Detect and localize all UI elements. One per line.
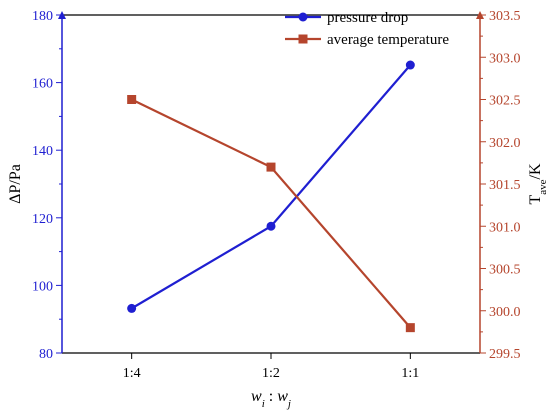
data-point-average-temperature bbox=[266, 162, 276, 172]
y-right-tick-label: 301.0 bbox=[489, 220, 521, 235]
y-right-tick-label: 303.5 bbox=[489, 9, 521, 24]
y-left-tick-label: 120 bbox=[32, 212, 53, 227]
y-left-axis-title: ΔP/Pa bbox=[7, 164, 24, 204]
data-point-average-temperature bbox=[405, 323, 415, 333]
data-point-pressure-drop bbox=[405, 60, 415, 70]
legend-marker-average-temperature bbox=[298, 34, 308, 44]
data-point-average-temperature bbox=[127, 95, 137, 104]
y-right-tick-label: 303.0 bbox=[489, 51, 521, 66]
y-left-tick-label: 180 bbox=[32, 9, 53, 24]
x-tick-label: 1:2 bbox=[262, 366, 280, 381]
x-axis-title: wi : wj bbox=[251, 388, 291, 410]
series-line-pressure-drop bbox=[131, 64, 412, 310]
y-right-axis-title: Tave/K bbox=[527, 163, 549, 204]
x-tick-label: 1:4 bbox=[123, 366, 141, 381]
y-right-tick-label: 302.0 bbox=[489, 136, 521, 151]
y-right-tick-label: 299.5 bbox=[489, 347, 521, 362]
legend-marker-pressure-drop bbox=[298, 12, 308, 22]
y-left-tick-label: 100 bbox=[32, 279, 53, 294]
y-right-tick-label: 300.5 bbox=[489, 263, 521, 278]
data-point-pressure-drop bbox=[266, 221, 276, 231]
y-left-tick-label: 160 bbox=[32, 77, 53, 92]
y-left-tick-label: 140 bbox=[32, 144, 53, 159]
legend-label-average-temperature: average temperature bbox=[327, 32, 449, 48]
y-right-tick-label: 302.5 bbox=[489, 94, 521, 109]
legend-label-pressure-drop: pressure drop bbox=[327, 10, 408, 26]
x-tick-label: 1:1 bbox=[401, 366, 419, 381]
y-left-tick-label: 80 bbox=[39, 347, 53, 362]
y-right-tick-label: 300.0 bbox=[489, 305, 521, 320]
series-line-average-temperature bbox=[131, 98, 412, 329]
data-point-pressure-drop bbox=[127, 303, 137, 313]
y-right-tick-label: 301.5 bbox=[489, 178, 521, 193]
